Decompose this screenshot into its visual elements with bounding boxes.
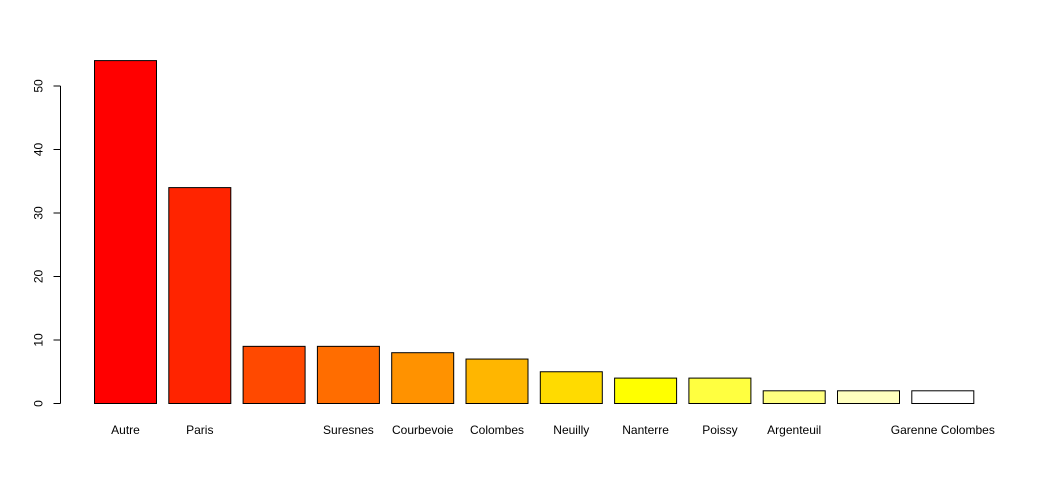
- y-tick-label: 50: [32, 79, 46, 93]
- category-label: Courbevoie: [392, 423, 454, 437]
- y-tick-label: 40: [32, 143, 46, 157]
- category-label: Paris: [186, 423, 213, 437]
- category-label: Neuilly: [553, 423, 589, 437]
- bar: [168, 187, 232, 404]
- bars: [94, 60, 975, 405]
- bar: [837, 390, 900, 404]
- category-label: Autre: [111, 423, 140, 437]
- bar: [316, 345, 380, 405]
- category-label: Suresnes: [323, 423, 374, 437]
- bar: [94, 60, 157, 404]
- bar: [539, 371, 603, 404]
- category-label: Argenteuil: [767, 423, 821, 437]
- bar: [465, 358, 529, 404]
- bar: [242, 345, 306, 405]
- category-labels: Autre Paris Suresnes Courbevoie Colombes Neui…: [111, 423, 995, 437]
- bar: [391, 352, 455, 405]
- category-label: Poissy: [702, 423, 737, 437]
- y-tick-label: 0: [32, 400, 46, 407]
- bar: [762, 390, 826, 404]
- bar: [614, 377, 678, 405]
- y-axis: 0 10 20 30 40 50: [32, 79, 61, 407]
- bar: [911, 390, 975, 404]
- y-tick-label: 10: [32, 333, 46, 347]
- category-label: Colombes: [470, 423, 524, 437]
- y-tick-label: 30: [32, 206, 46, 220]
- category-label: Garenne Colombes: [891, 423, 995, 437]
- y-tick-label: 20: [32, 270, 46, 284]
- bar: [688, 377, 752, 405]
- category-label: Nanterre: [622, 423, 669, 437]
